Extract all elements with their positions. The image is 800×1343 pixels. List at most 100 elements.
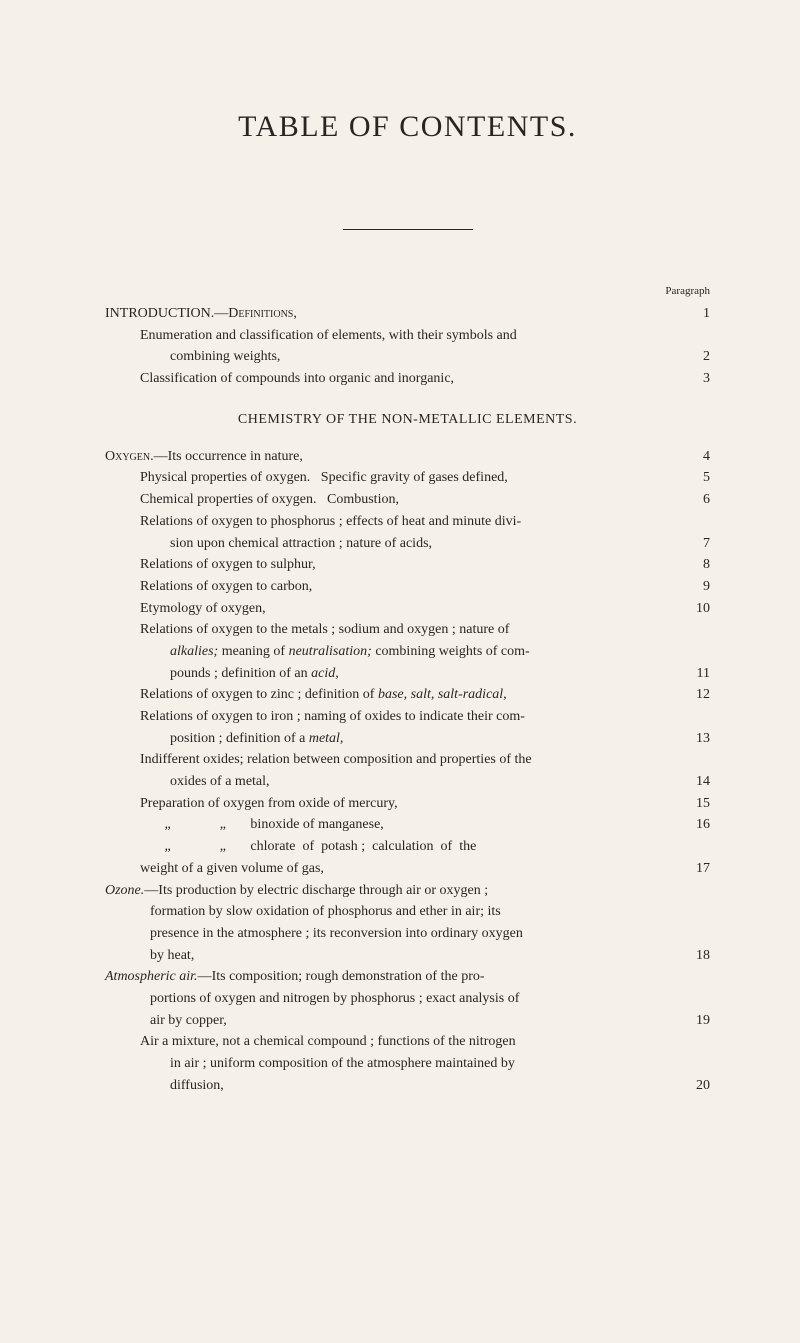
toc-text-span: „ „ chlorate of potash ; calculation of … bbox=[140, 839, 476, 854]
toc-entry-text: Classification of compounds into organic… bbox=[105, 368, 454, 390]
toc-text-span: Relations of oxygen to phosphorus ; effe… bbox=[140, 514, 521, 529]
toc-entry-text: pounds ; definition of an acid, bbox=[105, 663, 339, 685]
toc-entry-number: 11 bbox=[688, 663, 710, 685]
toc-entry-text: portions of oxygen and nitrogen by phosp… bbox=[105, 988, 519, 1010]
toc-entry-text: Relations of oxygen to the metals ; sodi… bbox=[105, 619, 509, 641]
toc-text-span: weight of a given volume of gas, bbox=[140, 861, 324, 876]
toc-entry-text: alkalies; meaning of neutralisation; com… bbox=[105, 641, 530, 663]
toc-entry-text: formation by slow oxidation of phosphoru… bbox=[105, 901, 501, 923]
toc-entry-text: Chemical properties of oxygen. Combustio… bbox=[105, 489, 399, 511]
toc-text-span: diffusion, bbox=[170, 1078, 224, 1093]
toc-text-span: Relations of oxygen to iron ; naming of … bbox=[140, 709, 525, 724]
toc-entry-row: Indifferent oxides; relation between com… bbox=[105, 749, 710, 771]
toc-entry-text: position ; definition of a metal, bbox=[105, 728, 343, 750]
toc-entry-number: 12 bbox=[688, 684, 710, 706]
toc-entry-row: INTRODUCTION.—Definitions,1 bbox=[105, 303, 710, 325]
title-separator bbox=[343, 229, 473, 230]
toc-leader bbox=[276, 787, 682, 788]
toc-entry-row: position ; definition of a metal, 13 bbox=[105, 728, 710, 750]
toc-entry-row: diffusion, 20 bbox=[105, 1075, 710, 1097]
toc-entry-text: Etymology of oxygen, bbox=[105, 598, 266, 620]
toc-entry-number: 9 bbox=[688, 576, 710, 598]
toc-text-span: neutralisation; bbox=[289, 644, 372, 659]
toc-entry-row: sion upon chemical attraction ; nature o… bbox=[105, 533, 710, 555]
toc-entry-text: weight of a given volume of gas, bbox=[105, 858, 324, 880]
toc-leader bbox=[318, 592, 682, 593]
toc-entry-row: Enumeration and classification of elemen… bbox=[105, 325, 710, 347]
toc-text-span: Relations of oxygen to carbon, bbox=[140, 579, 312, 594]
toc-entry-number: 6 bbox=[688, 489, 710, 511]
toc-leader bbox=[345, 678, 682, 679]
toc-entry-row: Atmospheric air.—Its composition; rough … bbox=[105, 966, 710, 988]
toc-text-span: Relations of oxygen to sulphur, bbox=[140, 557, 316, 572]
toc-entry-row: Relations of oxygen to zinc ; definition… bbox=[105, 684, 710, 706]
toc-entry-text: Indifferent oxides; relation between com… bbox=[105, 749, 532, 771]
toc-entry-row: weight of a given volume of gas,17 bbox=[105, 858, 710, 880]
page-title: TABLE OF CONTENTS. bbox=[105, 110, 710, 144]
toc-entry-number: 13 bbox=[688, 728, 710, 750]
toc-text-span: , bbox=[293, 306, 297, 321]
toc-text-span: alkalies; bbox=[170, 644, 218, 659]
toc-entry-row: Relations of oxygen to sulphur, 8 bbox=[105, 554, 710, 576]
toc-text-span: Physical properties of oxygen. Specific … bbox=[140, 470, 508, 485]
toc-entry-row: Etymology of oxygen,10 bbox=[105, 598, 710, 620]
toc-text-span: meaning of bbox=[218, 644, 288, 659]
toc-leader bbox=[438, 548, 682, 549]
toc-text-span: oxides of a metal, bbox=[170, 774, 270, 789]
toc-entry-number: 14 bbox=[688, 771, 710, 793]
toc-entry-text: diffusion, bbox=[105, 1075, 224, 1097]
toc-leader bbox=[309, 461, 682, 462]
toc-leader bbox=[286, 362, 682, 363]
toc-text-span: Oxygen bbox=[105, 449, 150, 464]
toc-entry-number: 2 bbox=[688, 346, 710, 368]
toc-entry-number: 20 bbox=[688, 1075, 710, 1097]
toc-entry-row: Relations of oxygen to iron ; naming of … bbox=[105, 706, 710, 728]
toc-entry-row: alkalies; meaning of neutralisation; com… bbox=[105, 641, 710, 663]
toc-text-span: metal, bbox=[309, 731, 344, 746]
toc-entry-number: 7 bbox=[688, 533, 710, 555]
toc-text-span: combining weights of com- bbox=[372, 644, 530, 659]
toc-text-span: in air ; uniform composition of the atmo… bbox=[170, 1056, 515, 1071]
toc-leader bbox=[460, 384, 682, 385]
toc-text-span: Relations of oxygen to the metals ; sodi… bbox=[140, 622, 509, 637]
toc-entry-number: 8 bbox=[688, 554, 710, 576]
toc-entry-text: Relations of oxygen to iron ; naming of … bbox=[105, 706, 525, 728]
toc-text-span: formation by slow oxidation of phosphoru… bbox=[150, 904, 501, 919]
toc-text-span: base, salt, salt-radical, bbox=[378, 687, 507, 702]
toc-text-span: pounds ; definition of an bbox=[170, 666, 311, 681]
toc-entry-row: combining weights,2 bbox=[105, 346, 710, 368]
toc-text-span: presence in the atmosphere ; its reconve… bbox=[150, 926, 523, 941]
toc-entry-number: 3 bbox=[688, 368, 710, 390]
toc-leader bbox=[390, 830, 682, 831]
toc-entry-row: Preparation of oxygen from oxide of merc… bbox=[105, 793, 710, 815]
toc-text-span: Relations of oxygen to zinc ; definition… bbox=[140, 687, 378, 702]
toc-entry-text: Relations of oxygen to sulphur, bbox=[105, 554, 316, 576]
toc-entry-number: 19 bbox=[688, 1010, 710, 1032]
toc-text-span: Definitions bbox=[228, 306, 293, 321]
toc-entry-text: Oxygen.—Its occurrence in nature, bbox=[105, 446, 303, 468]
toc-entry-text: „ „ binoxide of manganese, bbox=[105, 814, 384, 836]
toc-entry-row: Relations of oxygen to carbon, 9 bbox=[105, 576, 710, 598]
toc-leader bbox=[349, 743, 682, 744]
toc-entry-row: Ozone.—Its production by electric discha… bbox=[105, 880, 710, 902]
toc-entries-chemistry: Oxygen.—Its occurrence in nature, 4 Physic… bbox=[105, 446, 710, 1097]
toc-entry-row: presence in the atmosphere ; its reconve… bbox=[105, 923, 710, 945]
toc-entry-row: formation by slow oxidation of phosphoru… bbox=[105, 901, 710, 923]
toc-entry-row: Relations of oxygen to phosphorus ; effe… bbox=[105, 511, 710, 533]
toc-entry-text: sion upon chemical attraction ; nature o… bbox=[105, 533, 432, 555]
toc-text-span: Etymology of oxygen, bbox=[140, 601, 266, 616]
toc-entry-text: Relations of oxygen to carbon, bbox=[105, 576, 312, 598]
toc-entry-number: 18 bbox=[688, 945, 710, 967]
toc-entry-text: in air ; uniform composition of the atmo… bbox=[105, 1053, 515, 1075]
toc-text-span: air by copper, bbox=[150, 1013, 227, 1028]
toc-leader bbox=[322, 570, 682, 571]
toc-text-span: Ozone. bbox=[105, 883, 144, 898]
toc-leader bbox=[513, 700, 682, 701]
toc-text-span: Classification of compounds into organic… bbox=[140, 371, 454, 386]
toc-entry-row: in air ; uniform composition of the atmo… bbox=[105, 1053, 710, 1075]
toc-entry-number: 4 bbox=[688, 446, 710, 468]
toc-text-span: Indifferent oxides; relation between com… bbox=[140, 752, 532, 767]
toc-text-span: Chemical properties of oxygen. Combustio… bbox=[140, 492, 399, 507]
toc-entry-text: oxides of a metal, bbox=[105, 771, 270, 793]
toc-text-span: Air a mixture, not a chemical compound ;… bbox=[140, 1034, 516, 1049]
